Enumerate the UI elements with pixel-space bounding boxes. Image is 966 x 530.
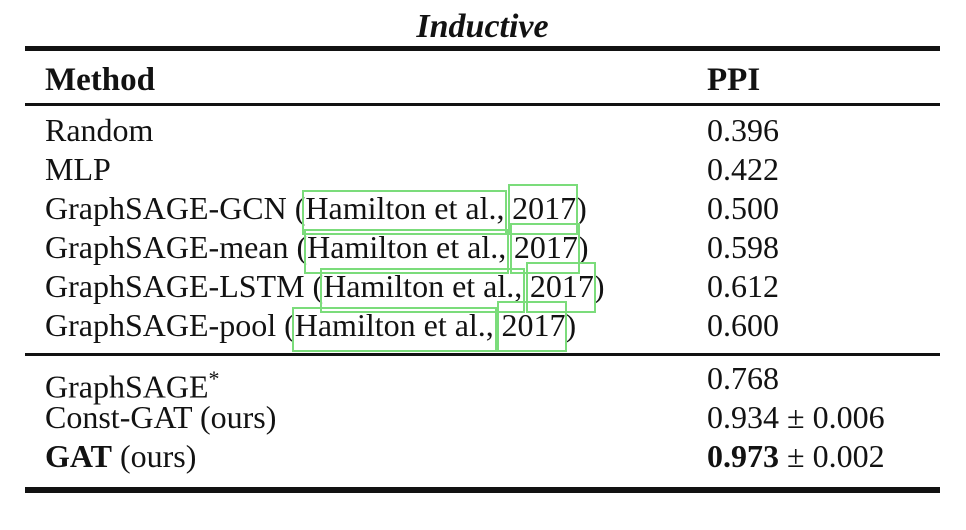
- top-rule: [25, 46, 940, 51]
- ppi-value-cell: 0.396: [707, 112, 779, 148]
- method-text: ): [576, 190, 587, 226]
- table-row-const-gat: Const-GAT (ours) 0.934 ± 0.006: [25, 398, 940, 437]
- method-text: ): [593, 268, 605, 304]
- method-text: GraphSAGE-mean (: [45, 229, 308, 265]
- ppi-value-cell: 0.768: [707, 360, 779, 396]
- table-row-graphsage-lstm: GraphSAGE-LSTM (Hamilton et al., 2017) 0.…: [25, 262, 940, 313]
- citation-year-link[interactable]: 2017: [508, 184, 579, 235]
- method-text: GraphSAGE-pool (: [45, 307, 295, 343]
- value-text: ± 0.002: [779, 438, 885, 474]
- method-cell: Const-GAT (ours): [45, 399, 277, 435]
- ppi-value-cell: 0.422: [707, 151, 779, 187]
- asterisk-superscript: *: [208, 366, 220, 391]
- citation-year-link[interactable]: 2017: [525, 262, 596, 313]
- method-text: GraphSAGE: [45, 368, 209, 405]
- table-row-graphsage-pool: GraphSAGE-pool (Hamilton et al., 2017) 0.…: [25, 301, 940, 352]
- table-title: Inductive: [416, 8, 549, 45]
- method-text-bold: GAT: [45, 438, 112, 474]
- citation-author-link[interactable]: Hamilton et al.,: [302, 190, 508, 235]
- method-cell: GraphSAGE-LSTM (Hamilton et al., 2017): [45, 262, 605, 313]
- method-cell: GAT (ours): [45, 437, 196, 476]
- method-cell: MLP: [45, 151, 111, 187]
- method-text: GraphSAGE-GCN (: [45, 190, 306, 226]
- ppi-value-cell: 0.598: [707, 229, 779, 265]
- citation-year-link[interactable]: 2017: [497, 301, 568, 352]
- method-cell: GraphSAGE-pool (Hamilton et al., 2017): [45, 301, 577, 352]
- table-row-graphsage-mean: GraphSAGE-mean (Hamilton et al., 2017) 0.…: [25, 223, 940, 274]
- table-row-random: Random 0.396: [25, 111, 940, 150]
- ppi-value-cell: 0.973 ± 0.002: [707, 437, 885, 476]
- ppi-value-cell: 0.600: [707, 307, 779, 343]
- citation-year-link[interactable]: 2017: [509, 223, 580, 274]
- method-cell: GraphSAGE*: [45, 359, 220, 407]
- section-divider-rule: [25, 353, 940, 356]
- method-text: GraphSAGE-LSTM (: [45, 268, 324, 304]
- citation-author-link[interactable]: Hamilton et al.,: [291, 307, 497, 352]
- table-row-gat: GAT (ours) 0.973 ± 0.002: [25, 437, 940, 476]
- table-header-row: Method PPI: [25, 51, 940, 103]
- column-header-ppi: PPI: [707, 62, 761, 98]
- table-row-graphsage-gcn: GraphSAGE-GCN (Hamilton et al., 2017) 0.5…: [25, 184, 940, 235]
- ppi-value-cell: 0.500: [707, 190, 779, 226]
- column-header-method: Method: [45, 62, 155, 98]
- baseline-methods-section: Random 0.396 MLP 0.422 GraphSAGE-GCN (Ha…: [25, 106, 940, 353]
- ppi-value-cell: 0.934 ± 0.006: [707, 399, 885, 435]
- ppi-value-cell: 0.612: [707, 268, 779, 304]
- table-row-mlp: MLP 0.422: [25, 150, 940, 189]
- header-rule: [25, 103, 940, 106]
- method-cell: Random: [45, 112, 154, 148]
- our-methods-section: GraphSAGE* 0.768 Const-GAT (ours) 0.934 …: [25, 356, 940, 487]
- method-text: (ours): [111, 438, 197, 474]
- value-text-bold: 0.973: [707, 438, 779, 474]
- inductive-results-table: Inductive Method PPI Random 0.396 MLP 0.…: [25, 8, 940, 493]
- method-text: ): [565, 307, 577, 343]
- citation-author-link[interactable]: Hamilton et al.,: [320, 268, 526, 313]
- method-cell: GraphSAGE-mean (Hamilton et al., 2017): [45, 223, 589, 274]
- citation-author-link[interactable]: Hamilton et al.,: [304, 229, 510, 274]
- table-row-graphsage-star: GraphSAGE* 0.768: [25, 359, 940, 405]
- bottom-rule: [25, 487, 940, 493]
- method-text: ): [577, 229, 589, 265]
- method-cell: GraphSAGE-GCN (Hamilton et al., 2017): [45, 184, 587, 235]
